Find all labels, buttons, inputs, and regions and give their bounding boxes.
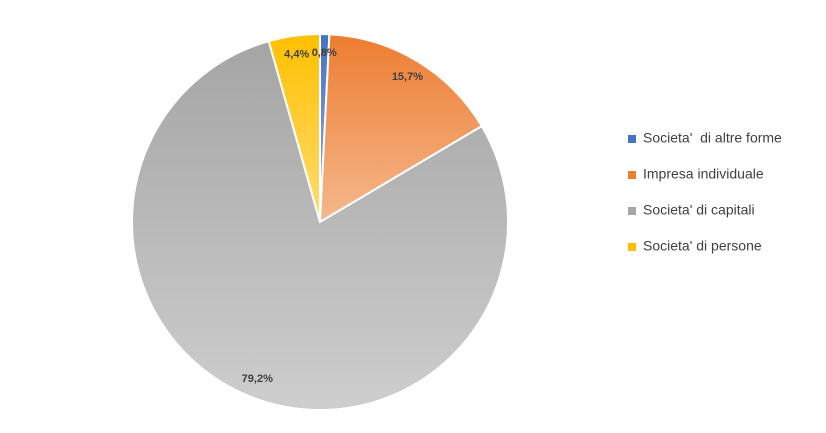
pie xyxy=(131,32,509,411)
data-label: 4,4% xyxy=(284,48,309,60)
legend-label: Societa' di capitali xyxy=(643,202,755,218)
legend-swatch xyxy=(628,135,636,143)
slice xyxy=(131,39,509,411)
legend: Societa' di altre forme Impresa individua… xyxy=(628,130,782,254)
legend-swatch xyxy=(628,243,636,251)
slice xyxy=(267,32,321,223)
legend-label: Impresa individuale xyxy=(643,166,764,182)
data-label: 0,8% xyxy=(312,47,337,59)
legend-swatch xyxy=(628,207,636,215)
slice xyxy=(318,33,484,224)
legend-label: Societa' di altre forme xyxy=(643,130,782,146)
legend-swatch xyxy=(628,171,636,179)
legend-label: Societa' di persone xyxy=(643,238,762,254)
data-label: 15,7% xyxy=(392,71,423,83)
data-labels: 0,8% 15,7% 79,2% 4,4% xyxy=(242,47,424,385)
data-label: 79,2% xyxy=(242,373,273,385)
